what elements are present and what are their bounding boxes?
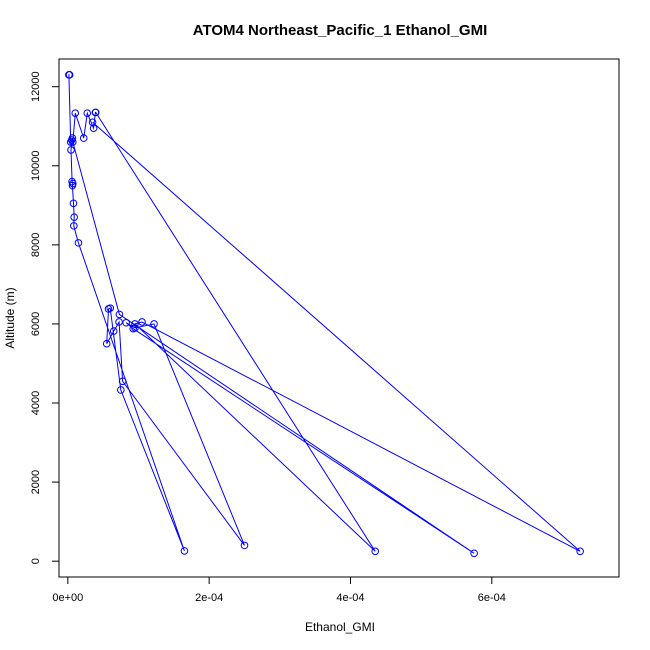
data-point bbox=[83, 109, 92, 117]
data-point bbox=[129, 324, 137, 333]
x-tick-label: 6e-04 bbox=[478, 592, 506, 604]
data-point bbox=[79, 134, 88, 142]
data-point bbox=[88, 118, 97, 127]
data-point bbox=[71, 109, 80, 117]
y-tick-label: 0 bbox=[30, 558, 42, 564]
data-point bbox=[115, 310, 124, 319]
data-point bbox=[65, 71, 73, 79]
data-point bbox=[67, 146, 75, 154]
data-point bbox=[118, 377, 127, 386]
data-point bbox=[371, 547, 380, 556]
data-series bbox=[65, 71, 584, 558]
x-axis: 0e+00 2e-04 4e-04 6e-04 bbox=[52, 576, 506, 604]
data-point bbox=[115, 318, 123, 326]
data-point bbox=[180, 547, 189, 555]
data-point bbox=[138, 318, 146, 326]
y-axis: 0 2000 4000 6000 8000 10000 12000 bbox=[30, 71, 60, 564]
data-point bbox=[109, 327, 118, 335]
data-point bbox=[576, 547, 584, 556]
data-point bbox=[69, 199, 78, 208]
data-point bbox=[150, 320, 158, 328]
x-tick-label: 4e-04 bbox=[336, 592, 364, 604]
data-point bbox=[68, 181, 77, 190]
y-tick-label: 12000 bbox=[30, 71, 42, 102]
y-axis-label: Altitude (m) bbox=[3, 287, 17, 348]
y-tick-label: 8000 bbox=[30, 233, 42, 257]
x-axis-label: Ethanol_GMI bbox=[305, 620, 375, 634]
x-tick-label: 2e-04 bbox=[195, 592, 223, 604]
plot-frame bbox=[58, 58, 620, 578]
data-point bbox=[68, 138, 77, 146]
data-point bbox=[104, 305, 113, 313]
data-point bbox=[89, 124, 98, 132]
y-tick-label: 10000 bbox=[30, 150, 42, 181]
data-point bbox=[74, 239, 83, 247]
x-tick-label: 0e+00 bbox=[52, 592, 83, 604]
data-point bbox=[122, 318, 130, 327]
data-point bbox=[102, 339, 111, 348]
data-point bbox=[117, 386, 125, 394]
y-tick-label: 4000 bbox=[30, 391, 42, 415]
data-point bbox=[240, 541, 249, 550]
y-tick-label: 6000 bbox=[30, 312, 42, 336]
chart-title: ATOM4 Northeast_Pacific_1 Ethanol_GMI bbox=[193, 22, 488, 39]
y-tick-label: 2000 bbox=[30, 470, 42, 494]
data-point bbox=[70, 213, 78, 221]
data-point bbox=[70, 222, 78, 230]
data-point bbox=[91, 108, 100, 117]
data-point bbox=[470, 549, 478, 558]
data-point bbox=[131, 320, 139, 328]
data-point bbox=[68, 134, 77, 142]
series-line bbox=[68, 74, 581, 554]
